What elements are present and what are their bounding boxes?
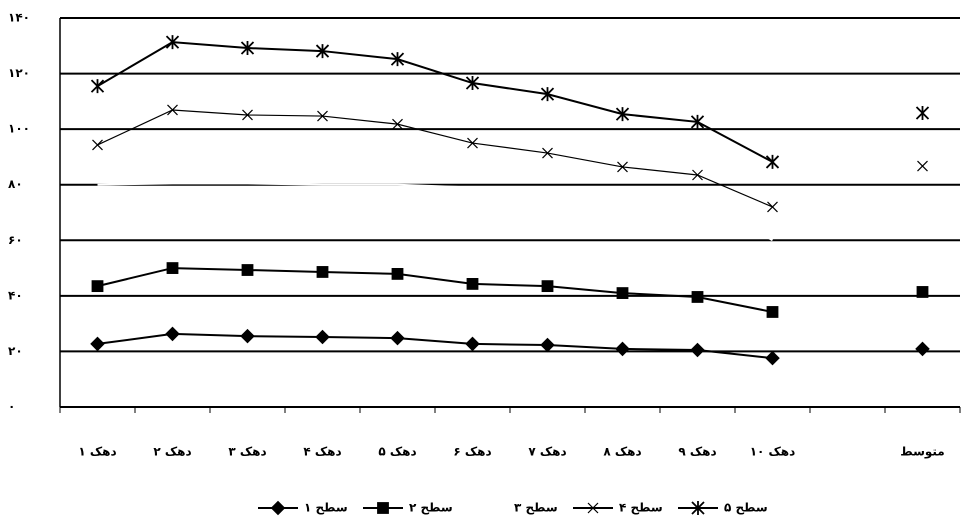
marker <box>392 118 403 130</box>
series <box>98 183 923 240</box>
marker <box>240 328 255 344</box>
series <box>91 262 929 318</box>
y-tick-label: ۱۲۰ <box>8 66 30 80</box>
x-tick-label: دهک ۱ <box>78 445 116 459</box>
marker <box>467 137 478 149</box>
marker <box>167 104 178 116</box>
marker <box>90 79 105 94</box>
marker <box>915 106 930 121</box>
marker <box>615 107 630 122</box>
legend-label: سطح ۱ <box>304 501 348 515</box>
marker <box>315 329 330 345</box>
marker <box>390 330 405 346</box>
marker <box>165 35 180 50</box>
marker <box>692 169 703 181</box>
marker <box>166 262 179 274</box>
marker <box>690 114 705 129</box>
marker <box>915 341 930 357</box>
marker <box>765 350 780 366</box>
marker <box>541 280 554 293</box>
marker <box>765 154 780 169</box>
series-line <box>98 268 923 312</box>
marker <box>91 280 104 293</box>
legend-item: سطح ۵ <box>678 501 768 515</box>
legend-label: سطح ۲ <box>409 501 453 515</box>
x-tick-label: دهک ۴ <box>303 445 341 459</box>
series <box>90 35 930 169</box>
x-tick-label: دهک ۳ <box>228 445 266 459</box>
series-line <box>98 42 923 162</box>
legend-label: سطح ۵ <box>724 501 768 515</box>
marker <box>390 52 405 67</box>
series-line <box>98 183 923 240</box>
x-tick-label: دهک ۲ <box>153 445 191 459</box>
marker <box>617 161 628 173</box>
series <box>92 104 928 213</box>
marker <box>540 337 555 353</box>
x-tick-label: دهک ۵ <box>378 445 416 459</box>
marker <box>270 500 286 516</box>
marker <box>242 109 253 121</box>
marker <box>241 264 254 276</box>
marker <box>542 147 553 159</box>
y-tick-label: ۱۴۰ <box>8 11 30 25</box>
marker <box>240 41 255 56</box>
marker <box>165 326 180 342</box>
legend-item: سطح ۱ <box>258 500 348 516</box>
x-tick-label: دهک ۸ <box>603 445 641 459</box>
marker <box>766 306 779 318</box>
marker <box>315 44 330 59</box>
marker <box>540 87 555 102</box>
y-tick-label: ۱۰۰ <box>8 122 30 136</box>
legend-item: سطح ۳ <box>468 501 558 515</box>
marker <box>92 139 103 151</box>
marker <box>391 268 404 280</box>
x-tick-label: دهک ۷ <box>528 445 566 459</box>
marker <box>465 336 480 352</box>
series <box>90 326 930 366</box>
legend-item: سطح ۲ <box>363 501 453 515</box>
marker <box>465 76 480 91</box>
marker <box>616 287 629 299</box>
marker <box>317 110 328 122</box>
marker <box>916 286 929 298</box>
marker <box>316 266 329 278</box>
legend-label: سطح ۳ <box>514 501 558 515</box>
marker <box>690 342 705 358</box>
series-line <box>98 334 923 358</box>
marker <box>377 502 389 514</box>
x-tick-label: دهک ۱۰ <box>750 445 796 459</box>
marker <box>767 201 778 213</box>
marker <box>587 502 599 514</box>
y-tick-label: ۸۰ <box>8 177 23 191</box>
x-tick-label: دهک ۶ <box>453 445 491 459</box>
y-tick-label: ۴۰ <box>8 288 23 302</box>
marker <box>691 501 705 515</box>
marker <box>615 341 630 357</box>
x-tick-label: متوسط <box>900 445 945 460</box>
y-tick-label: ۶۰ <box>8 233 23 247</box>
marker <box>90 336 105 352</box>
legend-label: سطح ۴ <box>619 501 663 515</box>
marker <box>466 278 479 290</box>
series-line <box>98 110 923 207</box>
marker <box>691 291 704 303</box>
marker <box>917 160 928 172</box>
y-tick-label: ۰ <box>8 400 15 414</box>
legend-item: سطح ۴ <box>573 501 663 515</box>
y-tick-label: ۲۰ <box>8 344 23 358</box>
x-tick-label: دهک ۹ <box>678 445 716 459</box>
